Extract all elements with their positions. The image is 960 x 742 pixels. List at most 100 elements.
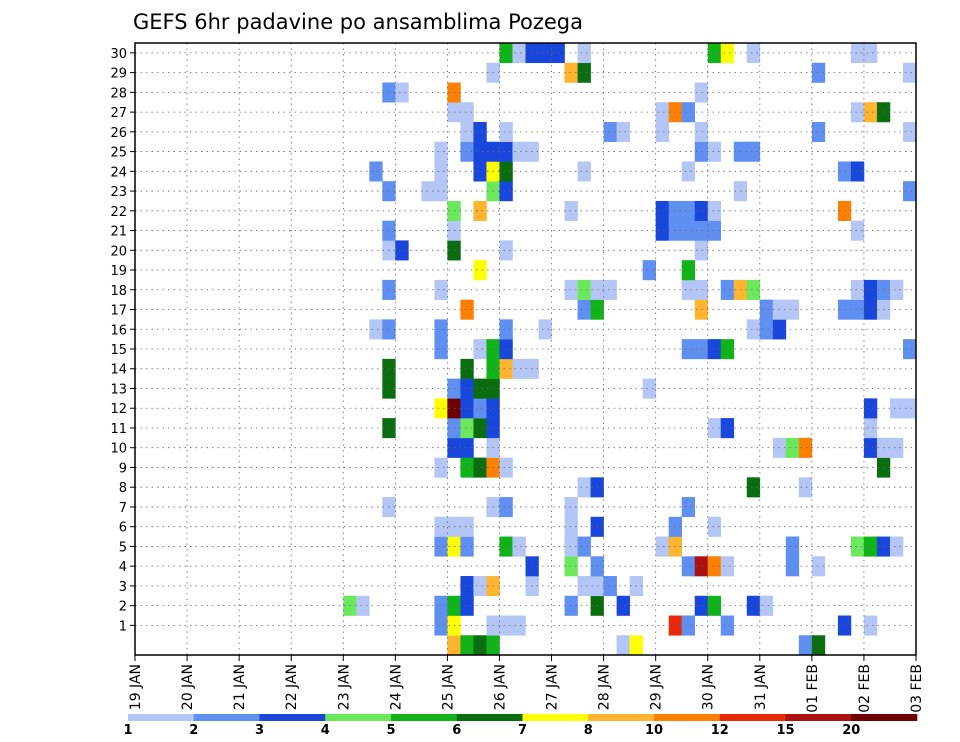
heatmap-cell [850, 43, 865, 64]
heatmap-cell [655, 121, 669, 143]
heatmap-cell [473, 339, 487, 360]
legend-swatch [588, 714, 655, 721]
x-tick-label: 27 JAN [545, 664, 561, 710]
x-tick-label: 24 JAN [388, 664, 404, 710]
heatmap-cell [785, 299, 800, 320]
heatmap-cell [564, 536, 578, 557]
heatmap-cell [720, 556, 735, 577]
heatmap-cell [499, 141, 513, 162]
heatmap-cell [746, 279, 761, 300]
heatmap-cell [902, 62, 917, 83]
y-tick-label: 22 [110, 205, 127, 220]
y-tick-label: 26 [110, 126, 127, 141]
legend-swatch [719, 714, 786, 721]
legend-label: 2 [189, 723, 198, 738]
heatmap-cell [746, 595, 761, 616]
heatmap-cell [746, 141, 761, 162]
y-axis: 1234567891011121314151617181920212223242… [110, 47, 135, 634]
y-tick-label: 24 [110, 165, 127, 180]
x-tick-label: 22 JAN [284, 664, 300, 710]
heatmap-cell [616, 121, 630, 143]
heatmap-cell [473, 418, 487, 439]
heatmap-cell [460, 398, 474, 419]
heatmap-cell [707, 43, 722, 64]
heatmap-cell [863, 418, 878, 439]
heatmap-cell [434, 398, 448, 419]
heatmap-cell [473, 141, 487, 162]
heatmap-cell [707, 418, 722, 439]
grid-lines [135, 43, 916, 655]
heatmap-cell [681, 497, 696, 518]
heatmap-cell [694, 200, 709, 221]
legend-swatch [259, 714, 326, 721]
heatmap-cell [499, 497, 513, 518]
heatmap-cell [798, 477, 813, 498]
heatmap-cell [863, 279, 878, 300]
y-tick-label: 5 [119, 540, 127, 555]
legend-swatch [785, 714, 852, 721]
y-tick-label: 30 [110, 47, 127, 62]
legend-swatch [456, 714, 523, 721]
y-tick-label: 19 [110, 264, 127, 279]
heatmap-cell [863, 43, 878, 64]
heatmap-cell [681, 279, 696, 300]
heatmap-cell [499, 358, 513, 379]
heatmap-cell [694, 279, 709, 300]
heatmap-cell [460, 595, 474, 616]
heatmap-cell [889, 279, 904, 300]
y-tick-label: 14 [110, 363, 127, 378]
heatmap-cell [694, 220, 709, 241]
y-tick-label: 20 [110, 244, 127, 259]
heatmap-cell [850, 220, 865, 241]
heatmap-cell [499, 121, 513, 143]
heatmap-cell [616, 595, 630, 616]
legend-label: 3 [255, 723, 264, 738]
heatmap-cell [681, 200, 696, 221]
heatmap-cell [564, 62, 578, 83]
heatmap-cell [720, 43, 735, 64]
heatmap-cell [369, 161, 383, 182]
heatmap-cell [460, 437, 474, 458]
heatmap-cell [707, 220, 722, 241]
heatmap-cell [499, 536, 513, 557]
heatmap-cell [512, 536, 526, 557]
heatmap-cell [707, 556, 722, 577]
x-tick-label: 31 JAN [753, 664, 769, 710]
heatmap-cell [850, 102, 865, 123]
y-tick-label: 28 [110, 86, 127, 101]
heatmap-cell [577, 43, 591, 64]
legend-label: 4 [321, 723, 330, 738]
x-tick-label: 19 JAN [128, 664, 144, 710]
heatmap-cell [421, 181, 435, 202]
y-tick-label: 17 [110, 304, 127, 319]
heatmap-cell [902, 121, 917, 143]
x-tick-label: 02 FEB [857, 664, 873, 713]
heatmap-cell [811, 635, 826, 656]
heatmap-cell [577, 477, 591, 498]
heatmap-cell [655, 200, 669, 221]
heatmap-cell [798, 437, 813, 458]
heatmap-cell [564, 497, 578, 518]
heatmap-cell [473, 378, 487, 399]
heatmap-cell [863, 398, 878, 419]
x-tick-label: 29 JAN [649, 664, 665, 710]
heatmap-cell [694, 595, 709, 616]
heatmap-cell [720, 615, 735, 636]
heatmap-cell [850, 279, 865, 300]
heatmap-cell [499, 43, 513, 64]
y-tick-label: 7 [119, 501, 127, 516]
y-tick-label: 27 [110, 106, 127, 121]
x-tick-label: 20 JAN [180, 664, 196, 710]
heatmap-cell [655, 220, 669, 241]
heatmap-cell [473, 457, 487, 478]
x-tick-label: 26 JAN [492, 664, 508, 710]
heatmap-cell [707, 200, 722, 221]
legend-label: 7 [518, 723, 527, 738]
heatmap-cell [577, 299, 591, 320]
heatmap-cell [889, 398, 904, 419]
y-tick-label: 11 [110, 422, 127, 437]
heatmap-cell [395, 240, 409, 261]
heatmap-cell [902, 339, 917, 360]
heatmap-cell [681, 102, 696, 123]
